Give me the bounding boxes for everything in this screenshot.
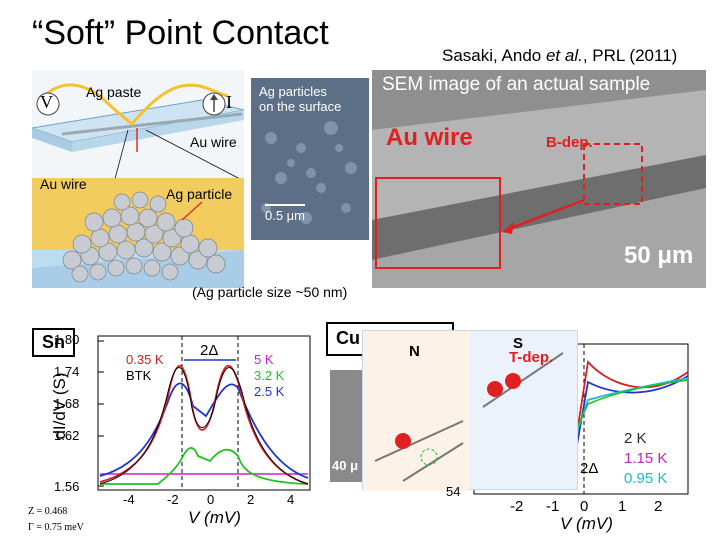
inset-scale-bar [265, 204, 305, 206]
cu-sem-strip [330, 370, 364, 482]
fit-z: Z = 0.468 [28, 506, 68, 517]
inset-label-line2: on the surface [259, 99, 342, 114]
citation-authors: Sasaki, Ando [442, 46, 546, 65]
voltmeter-label: V [40, 92, 53, 112]
cu-sem-scale: 40 μ [332, 458, 359, 473]
cu-xtick-4: 2 [654, 498, 663, 515]
ns-diagram [374, 352, 564, 482]
sn-gap-label: 2Δ [200, 342, 219, 359]
sn-ylabel: dI/dV (S) [50, 372, 69, 440]
sem-title: SEM image of an actual sample [382, 74, 651, 95]
ag-particle-label: Ag particle [166, 186, 233, 202]
sn-legend-btk: BTK [126, 368, 152, 383]
cu-legend-095k: 0.95 K [624, 470, 668, 487]
inset-scale-label: 0.5 μm [265, 208, 306, 223]
fit-gamma: Γ = 0.75 meV [28, 522, 84, 533]
sn-ytick-3: 1.62 [54, 428, 80, 443]
sn-xtick-0: -4 [123, 492, 135, 507]
schematic-drawing [32, 83, 244, 288]
sn-legend-5k: 5 K [254, 352, 274, 367]
cu-xtick-3: 1 [618, 498, 627, 515]
inset-label: Ag particles on the surface [259, 84, 341, 114]
sn-legend-red: 0.35 K [126, 352, 164, 367]
sn-legend-3k: 3.2 K [254, 368, 285, 383]
cu-legend-115k: 1.15 K [624, 450, 668, 467]
citation-journal: , PRL (2011) [582, 46, 678, 65]
ag-paste-label: Ag paste [86, 84, 142, 100]
cu-xtick-1: -1 [546, 498, 560, 515]
s-label: S [513, 335, 524, 352]
citation: Sasaki, Ando et al., PRL (2011) [442, 46, 677, 66]
ns-inset: N S T-dep. [362, 330, 578, 491]
sn-ytick-2: 1.68 [54, 396, 80, 411]
point-contact-schematic: Ag paste V I Au wire Au wire Ag particle [32, 70, 244, 288]
au-wire-top-label: Au wire [190, 134, 237, 150]
cu-xlabel: V (mV) [560, 514, 613, 533]
n-label: N [409, 343, 420, 360]
normal-side [363, 331, 469, 491]
sn-tag: Sn [32, 328, 76, 357]
sem-image: SEM image of an actual sample Au wire B-… [372, 70, 706, 288]
sn-ytick-4: 1.56 [54, 479, 80, 494]
sn-ytick-1: 1.74 [54, 364, 80, 379]
cu-ytick: 54 [446, 484, 461, 499]
sn-xlabel: V (mV) [188, 508, 241, 527]
cu-legend-2k: 2 K [624, 430, 647, 447]
cu-xtick-0: -2 [510, 498, 524, 515]
sn-spectrum-plot: Sn 1.80 1.74 1.68 1.62 1.56 dI/dV (S) -4… [28, 326, 318, 538]
inset-label-line1: Ag particles [259, 84, 327, 99]
sem-image-texture [372, 70, 706, 288]
cu-spectrum-plot: Cu 40 μ N S T-dep. 54 -2 -1 0 1 2 V (mV)… [326, 322, 712, 538]
sem-au-wire-label: Au wire [386, 124, 473, 151]
slide-title: “Soft” Point Contact [32, 14, 329, 52]
sem-scale-label: 50 μm [624, 242, 694, 269]
t-dep-label: T-dep. [509, 349, 554, 366]
sn-legend-2k: 2.5 K [254, 384, 285, 399]
au-wire-left-label: Au wire [40, 176, 87, 192]
sn-ytick-0: 1.80 [54, 332, 80, 347]
cu-xtick-2: 0 [580, 498, 589, 515]
particle-size-caption: (Ag particle size ~50 nm) [192, 284, 348, 300]
sn-xtick-2: 0 [207, 492, 215, 507]
ammeter-label: I [226, 92, 232, 112]
ag-particles-inset: Ag particles on the surface 0.5 μm [251, 78, 369, 240]
sn-axes [97, 335, 311, 491]
sn-xtick-3: 2 [247, 492, 255, 507]
sn-xtick-4: 4 [287, 492, 295, 507]
sn-xtick-1: -2 [167, 492, 179, 507]
cu-gap-label: 2Δ [580, 460, 599, 477]
citation-etal: et al. [545, 46, 583, 65]
b-dep-label: B-dep. [546, 134, 593, 151]
